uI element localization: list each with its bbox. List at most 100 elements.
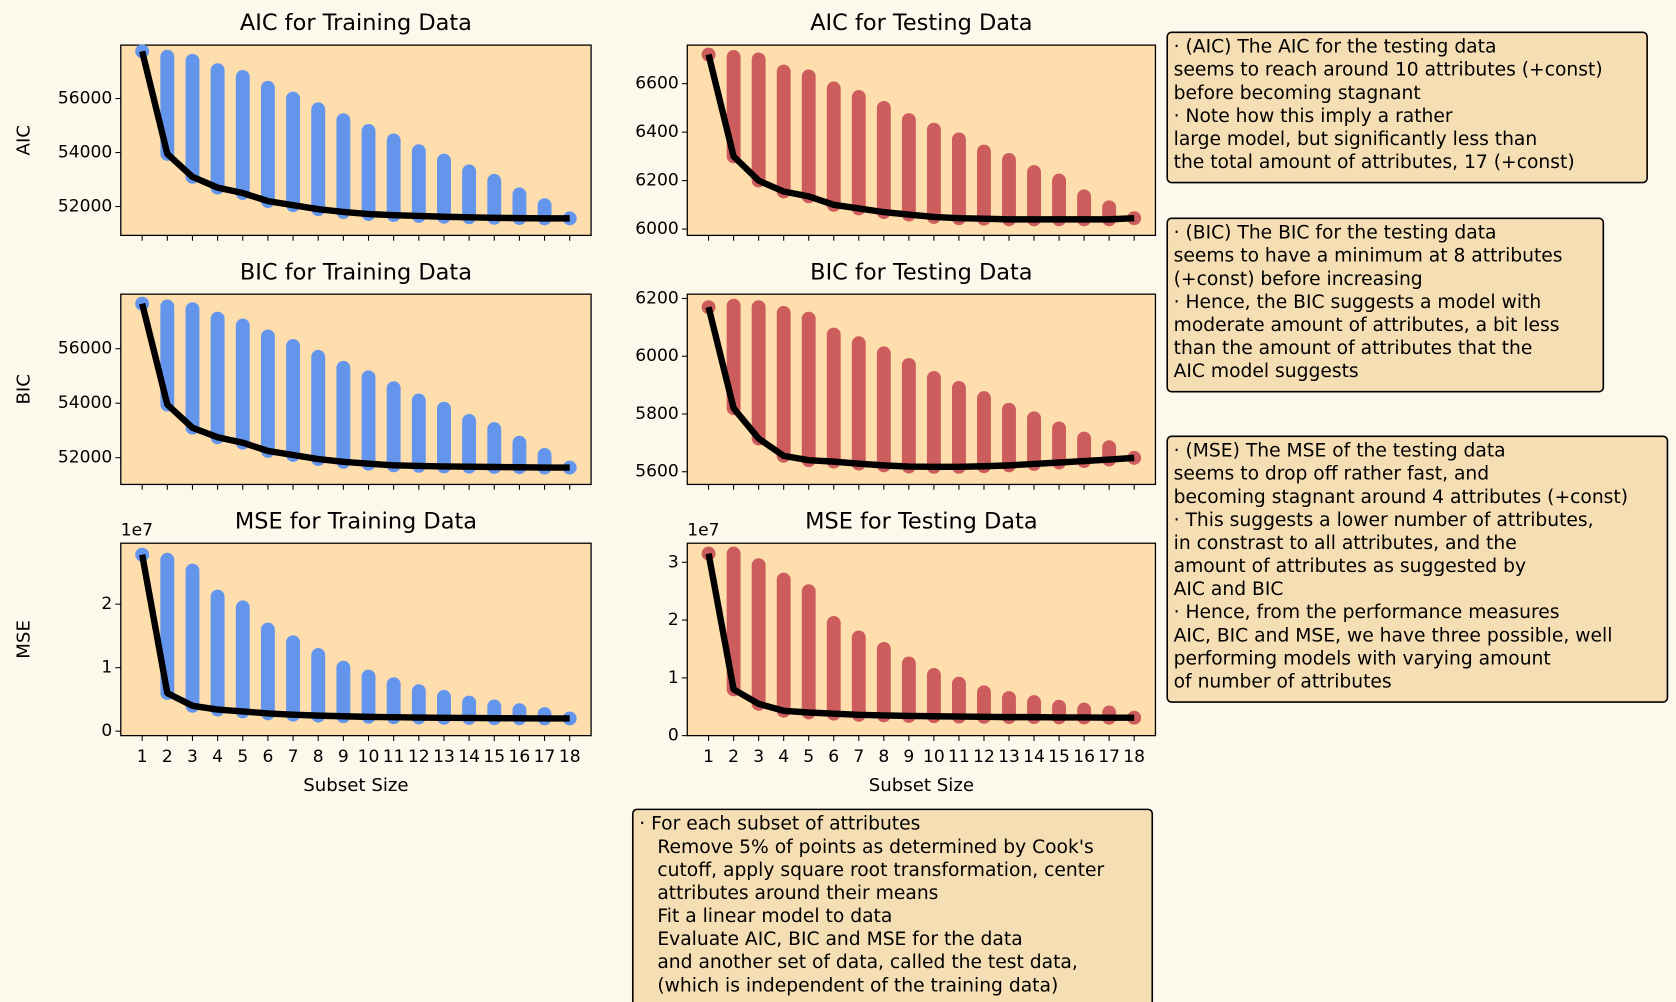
note-line: seems to reach around 10 attributes (+co…	[1174, 60, 1603, 81]
y-tick-label: 2	[668, 610, 679, 630]
note-line: the total amount of attributes, 17 (+con…	[1174, 152, 1575, 173]
y-tick-label: 0	[668, 726, 679, 746]
y-tick-label: 56000	[58, 339, 112, 359]
x-tick-label: 11	[383, 747, 405, 767]
y-tick-label: 52000	[58, 197, 112, 217]
y-tick-label: 52000	[58, 448, 112, 468]
note-box	[1166, 217, 1605, 393]
note-line: Remove 5% of points as determined by Coo…	[657, 837, 1093, 858]
x-tick-label: 6	[828, 747, 839, 767]
x-tick-label: 12	[973, 747, 995, 767]
x-tick-label: 13	[433, 747, 455, 767]
y-tick-label: 6000	[635, 219, 679, 239]
x-tick-label: 16	[509, 747, 531, 767]
x-tick-label: 17	[534, 747, 556, 767]
x-tick-label: 1	[137, 747, 148, 767]
note-line: than the amount of attributes that the	[1174, 338, 1533, 359]
x-tick-label: 5	[803, 747, 814, 767]
x-tick-label: 14	[1023, 747, 1045, 767]
x-tick-label: 4	[778, 747, 789, 767]
y-tick-label: 0	[101, 721, 112, 741]
x-tick-label: 7	[853, 747, 864, 767]
x-axis-label: Subset Size	[869, 775, 974, 796]
x-tick-label: 10	[358, 747, 380, 767]
x-tick-label: 18	[559, 747, 581, 767]
y-tick-label: 6200	[635, 171, 679, 191]
y-tick-label: 5800	[635, 404, 679, 424]
x-tick-label: 5	[237, 747, 248, 767]
note-line: · Hence, the BIC suggests a model with	[1174, 292, 1542, 313]
y-tick-label: 6400	[635, 122, 679, 142]
y-tick-label: 3	[668, 552, 679, 572]
x-tick-label: 3	[187, 747, 198, 767]
min-line	[139, 554, 570, 722]
note-line: seems to drop off rather fast, and	[1174, 464, 1490, 485]
x-tick-label: 12	[408, 747, 430, 767]
note-line: AIC model suggests	[1174, 361, 1359, 382]
y-axis-label: MSE	[14, 620, 35, 659]
note-line: · (AIC) The AIC for the testing data	[1174, 37, 1497, 58]
note-line: · (MSE) The MSE of the testing data	[1174, 441, 1506, 462]
y-tick-label: 6000	[635, 346, 679, 366]
y-tick-label: 6200	[635, 289, 679, 309]
x-tick-label: 9	[338, 747, 349, 767]
y-tick-label: 2	[101, 594, 112, 614]
note-line: · Note how this imply a rather	[1174, 106, 1453, 127]
note-line: amount of attributes as suggested by	[1174, 556, 1526, 577]
note-line: attributes around their means	[657, 883, 938, 904]
y-tick-label: 5600	[635, 462, 679, 482]
x-tick-label: 13	[998, 747, 1020, 767]
x-tick-label: 6	[262, 747, 273, 767]
axis-offset: 1e7	[121, 520, 153, 540]
x-tick-label: 10	[923, 747, 945, 767]
note-line: · This suggests a lower number of attrib…	[1174, 510, 1594, 531]
min-line	[139, 302, 570, 471]
y-tick-label: 54000	[58, 143, 112, 163]
note-line: in constrast to all attributes, and the	[1174, 533, 1517, 554]
x-tick-label: 18	[1123, 747, 1145, 767]
x-tick-label: 8	[878, 747, 889, 767]
x-tick-label: 4	[212, 747, 223, 767]
note-line: (+const) before increasing	[1174, 269, 1423, 290]
min-line	[705, 53, 1135, 223]
chart-title: AIC for Testing Data	[810, 10, 1032, 36]
min-line	[139, 50, 570, 222]
x-tick-label: 15	[1048, 747, 1070, 767]
note-line: Evaluate AIC, BIC and MSE for the data	[657, 929, 1022, 950]
note-line: seems to have a minimum at 8 attributes	[1174, 246, 1563, 267]
x-tick-label: 9	[903, 747, 914, 767]
note-line: cutoff, apply square root transformation…	[657, 860, 1104, 881]
y-tick-label: 1	[101, 658, 112, 678]
note-box	[1166, 435, 1669, 703]
x-tick-label: 8	[313, 747, 324, 767]
x-axis-label: Subset Size	[303, 775, 408, 796]
x-tick-label: 11	[948, 747, 970, 767]
chart-title: MSE for Training Data	[235, 508, 477, 534]
note-line: AIC and BIC	[1174, 579, 1284, 600]
note-line: performing models with varying amount	[1174, 648, 1551, 669]
note-line: becoming stagnant around 4 attributes (+…	[1174, 487, 1628, 508]
x-tick-label: 15	[483, 747, 505, 767]
note-line: large model, but significantly less than	[1174, 129, 1538, 150]
chart-title: AIC for Training Data	[240, 10, 472, 36]
chart-title: MSE for Testing Data	[805, 508, 1037, 534]
x-tick-label: 7	[288, 747, 299, 767]
x-tick-label: 16	[1073, 747, 1095, 767]
x-tick-label: 3	[753, 747, 764, 767]
y-tick-label: 6600	[635, 74, 679, 94]
note-line: moderate amount of attributes, a bit les…	[1174, 315, 1560, 336]
note-line: of number of attributes	[1174, 672, 1392, 693]
note-box	[631, 808, 1154, 1002]
note-line: (which is independent of the training da…	[657, 975, 1058, 996]
note-heading: · For each subset of attributes	[639, 814, 920, 835]
y-tick-label: 1	[668, 668, 679, 688]
note-line: Fit a linear model to data	[657, 906, 892, 927]
x-tick-label: 2	[728, 747, 739, 767]
x-tick-label: 14	[458, 747, 480, 767]
y-axis-label: BIC	[14, 374, 35, 405]
note-line: · Hence, from the performance measures	[1174, 602, 1560, 623]
chart-title: BIC for Testing Data	[810, 259, 1032, 285]
min-line	[705, 306, 1135, 471]
